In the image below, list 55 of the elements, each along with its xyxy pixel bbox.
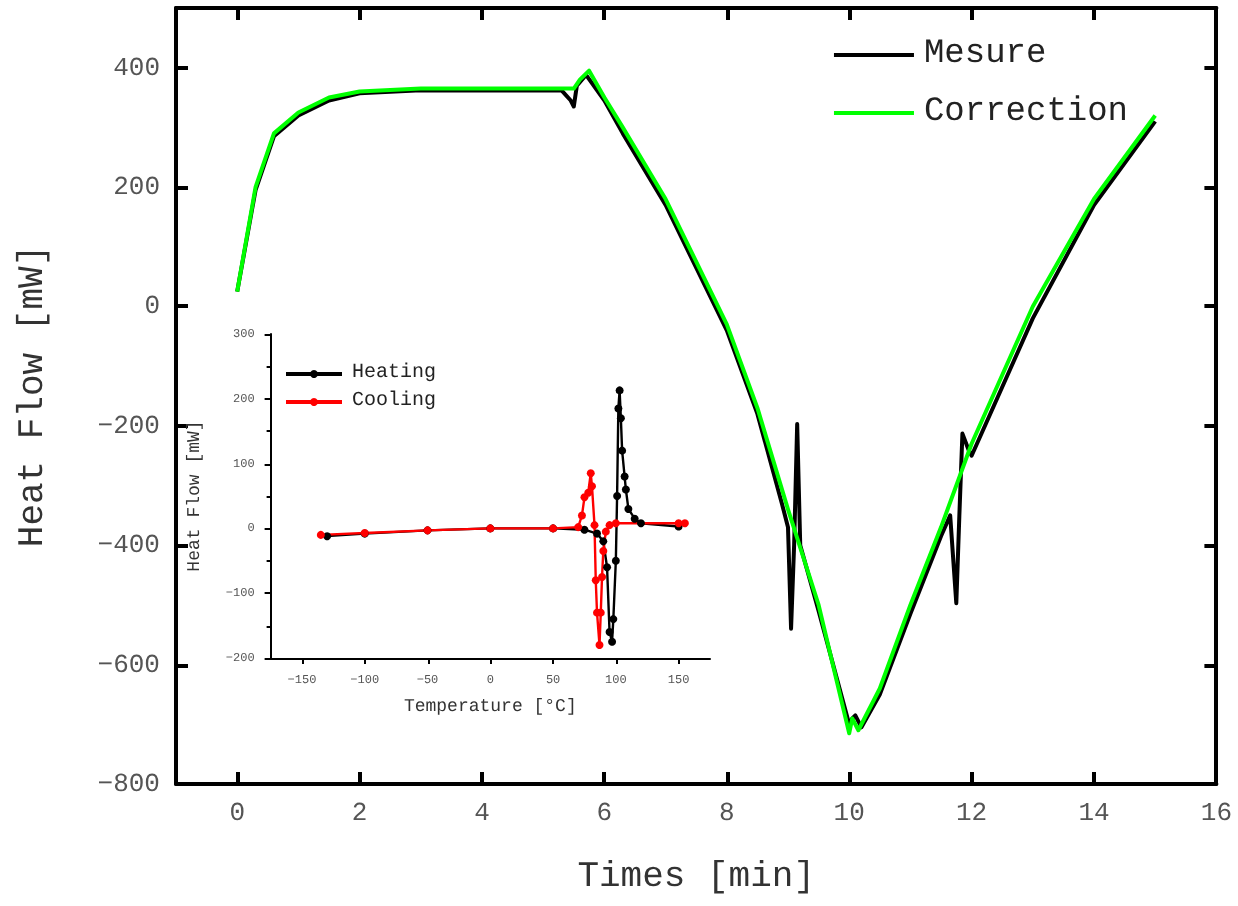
point xyxy=(615,386,624,395)
legend-label: Mesure xyxy=(923,36,1047,74)
point xyxy=(601,527,610,536)
point xyxy=(588,482,596,491)
x-tick-label: 10 xyxy=(833,798,865,828)
point xyxy=(680,519,689,528)
legend-label: Correction xyxy=(923,94,1129,132)
x-tick-label: 8 xyxy=(718,798,735,828)
point xyxy=(620,472,629,481)
point xyxy=(580,525,589,534)
y-axis-title: Heat Flow [mW] xyxy=(14,244,54,548)
y-tick-label: −400 xyxy=(97,530,160,561)
y-axis-title: Heat Flow [mW] xyxy=(185,420,205,572)
point xyxy=(618,446,627,455)
point xyxy=(577,511,586,520)
x-tick-label: 2 xyxy=(351,798,368,828)
x-tick-label: 6 xyxy=(596,798,613,828)
y-tick-label: 400 xyxy=(113,52,160,83)
x-tick-label: 12 xyxy=(955,798,988,828)
y-tick-label: −600 xyxy=(97,649,160,680)
x-axis-title: Temperature [°C] xyxy=(403,697,577,717)
point xyxy=(316,530,325,539)
x-tick-label: 4 xyxy=(474,798,491,828)
point xyxy=(611,556,620,565)
point xyxy=(598,573,607,581)
point xyxy=(593,529,602,538)
point xyxy=(611,519,620,528)
point xyxy=(574,523,583,532)
point xyxy=(630,514,639,523)
point xyxy=(603,563,612,572)
x-tick-label: 16 xyxy=(1200,798,1233,828)
point xyxy=(621,485,630,494)
y-tick-label: 200 xyxy=(113,172,160,203)
point xyxy=(591,576,600,585)
point xyxy=(616,414,625,423)
point xyxy=(599,547,608,556)
point xyxy=(595,641,604,650)
y-tick-label: −200 xyxy=(97,410,160,441)
point xyxy=(605,628,614,637)
point xyxy=(613,492,622,500)
point xyxy=(614,404,623,413)
point xyxy=(590,521,599,530)
point xyxy=(584,488,593,497)
legend-label: Cooling xyxy=(352,389,437,413)
point xyxy=(608,637,617,646)
point xyxy=(586,469,595,478)
point xyxy=(609,615,618,624)
point xyxy=(599,537,608,546)
x-tick-label: 14 xyxy=(1078,798,1110,828)
y-tick-label: −800 xyxy=(97,769,160,799)
legend-label: Heating xyxy=(352,361,437,385)
point xyxy=(636,519,645,528)
y-tick-label: 0 xyxy=(144,291,160,322)
point xyxy=(624,504,633,513)
x-axis-title: Times [min] xyxy=(577,858,816,898)
